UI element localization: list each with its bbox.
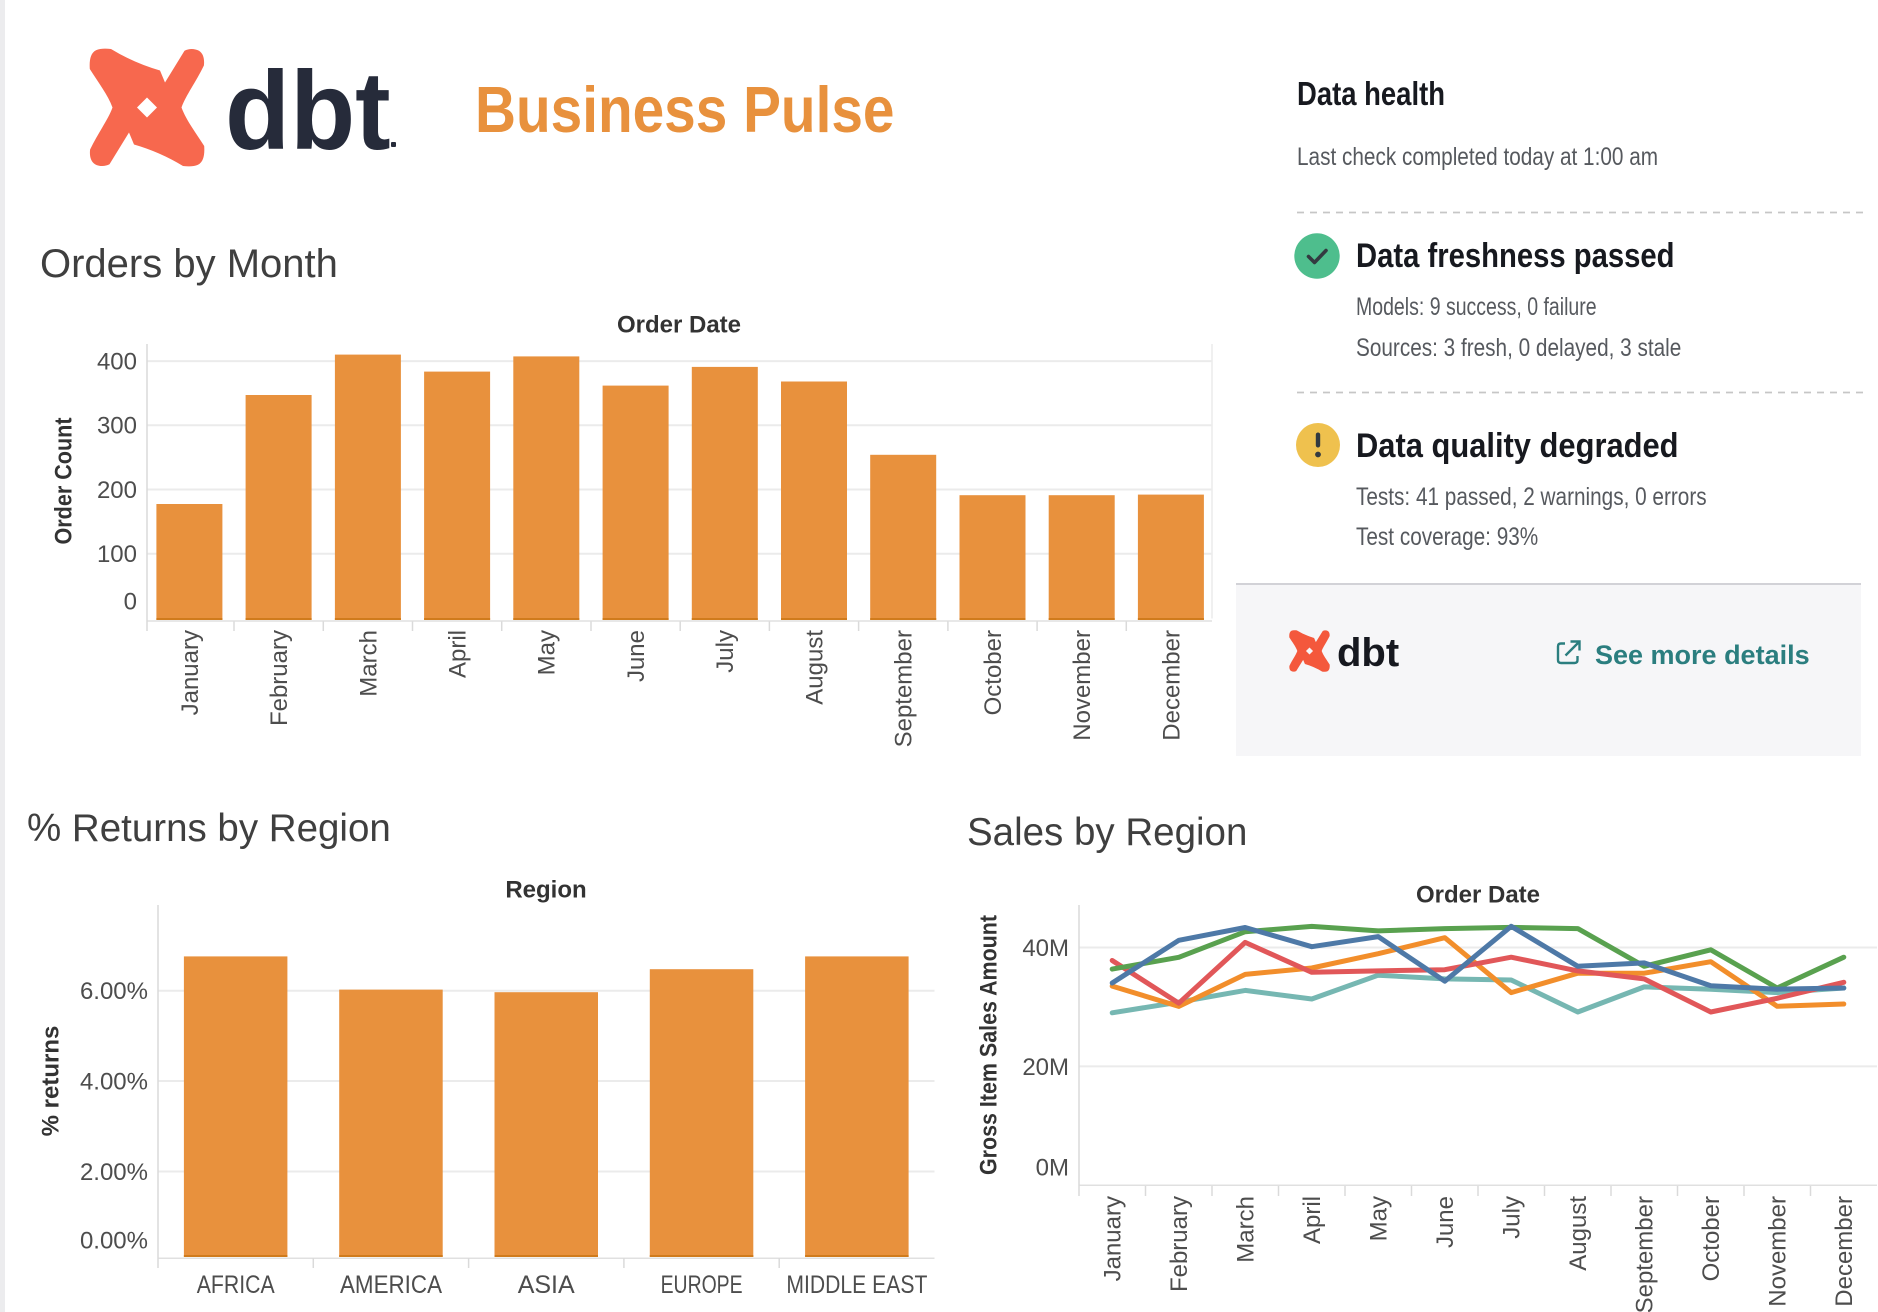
- svg-text:Order Count: Order Count: [50, 417, 77, 544]
- svg-text:March: March: [355, 630, 382, 697]
- svg-text:0.00%: 0.00%: [80, 1227, 148, 1254]
- svg-text:July: July: [1499, 1196, 1526, 1239]
- svg-text:October: October: [1698, 1196, 1725, 1281]
- svg-text:August: August: [1565, 1196, 1592, 1271]
- svg-text:Order Date: Order Date: [1416, 881, 1540, 908]
- svg-text:AFRICA: AFRICA: [197, 1271, 275, 1299]
- svg-text:Region: Region: [505, 876, 586, 903]
- svg-text:100: 100: [97, 541, 137, 568]
- svg-text:June: June: [1432, 1196, 1459, 1248]
- svg-text:December: December: [1831, 1196, 1858, 1307]
- svg-text:February: February: [1166, 1196, 1193, 1292]
- svg-text:40M: 40M: [1022, 935, 1069, 962]
- svg-text:April: April: [1299, 1196, 1326, 1244]
- svg-text:400: 400: [97, 349, 137, 376]
- svg-text:November: November: [1765, 1196, 1792, 1307]
- svg-text:February: February: [266, 630, 293, 726]
- svg-text:2.00%: 2.00%: [80, 1159, 148, 1186]
- svg-text:October: October: [980, 630, 1007, 715]
- svg-text:ASIA: ASIA: [518, 1271, 575, 1299]
- svg-text:Gross Item Sales Amount: Gross Item Sales Amount: [975, 915, 1002, 1175]
- svg-text:September: September: [891, 630, 918, 747]
- svg-text:AMERICA: AMERICA: [340, 1271, 442, 1299]
- svg-text:November: November: [1069, 630, 1096, 741]
- svg-text:20M: 20M: [1022, 1054, 1069, 1081]
- svg-text:December: December: [1158, 630, 1185, 741]
- svg-text:6.00%: 6.00%: [80, 978, 148, 1005]
- svg-text:August: August: [801, 630, 828, 705]
- svg-text:April: April: [445, 630, 472, 678]
- svg-text:March: March: [1233, 1196, 1260, 1263]
- svg-text:June: June: [623, 630, 650, 682]
- svg-text:0: 0: [124, 588, 137, 615]
- svg-text:May: May: [534, 630, 561, 675]
- svg-text:Order Date: Order Date: [617, 311, 741, 338]
- svg-text:January: January: [177, 630, 204, 715]
- svg-text:4.00%: 4.00%: [80, 1068, 148, 1095]
- svg-text:300: 300: [97, 413, 137, 440]
- svg-text:May: May: [1366, 1196, 1393, 1241]
- svg-text:July: July: [712, 630, 739, 673]
- svg-text:September: September: [1632, 1196, 1659, 1312]
- svg-text:0M: 0M: [1036, 1154, 1069, 1181]
- svg-text:% returns: % returns: [37, 1026, 64, 1137]
- svg-text:EUROPE: EUROPE: [661, 1271, 743, 1299]
- svg-text:MIDDLE EAST: MIDDLE EAST: [786, 1271, 927, 1299]
- svg-text:200: 200: [97, 477, 137, 504]
- svg-text:January: January: [1100, 1196, 1127, 1281]
